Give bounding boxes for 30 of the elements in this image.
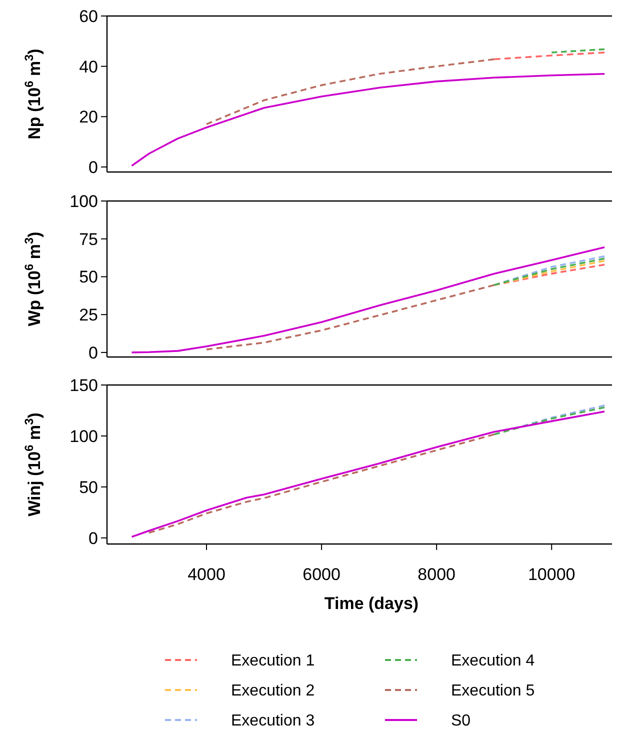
legend-label: Execution 3 [231, 712, 315, 730]
legend-label: S0 [451, 712, 471, 730]
line-series [148, 434, 495, 534]
legend-label: Execution 5 [451, 682, 535, 700]
legend-label: Execution 1 [231, 652, 315, 670]
legend-label: Execution 4 [451, 652, 535, 670]
y-tick-label: 100 [70, 192, 98, 211]
x-tick-label: 6000 [302, 565, 340, 584]
y-tick-label: 20 [79, 108, 98, 127]
y-tick-label: 0 [88, 528, 98, 548]
line-series [206, 58, 495, 126]
line-series [130, 410, 606, 538]
y-tick-label: 100 [70, 426, 98, 446]
y-tick-label: 0 [88, 343, 98, 362]
y-tick-label: 0 [88, 158, 98, 177]
line-series [206, 284, 495, 350]
y-tick-label: 60 [79, 6, 98, 26]
legend-label: Execution 2 [231, 682, 315, 700]
y-tick-label: 75 [79, 230, 98, 249]
y-tick-label: 150 [70, 376, 98, 395]
y-tick-label: 50 [79, 268, 98, 287]
y-tick-label: 40 [79, 57, 98, 76]
x-tick-label: 8000 [418, 565, 456, 584]
y-tick-label: 25 [79, 306, 98, 325]
x-tick-label: 4000 [188, 565, 226, 584]
x-axis-title: Time (days) [324, 594, 419, 613]
y-tick-label: 50 [79, 478, 98, 497]
line-series [130, 72, 606, 167]
line-series [130, 246, 606, 354]
x-tick-label: 10000 [528, 565, 576, 584]
